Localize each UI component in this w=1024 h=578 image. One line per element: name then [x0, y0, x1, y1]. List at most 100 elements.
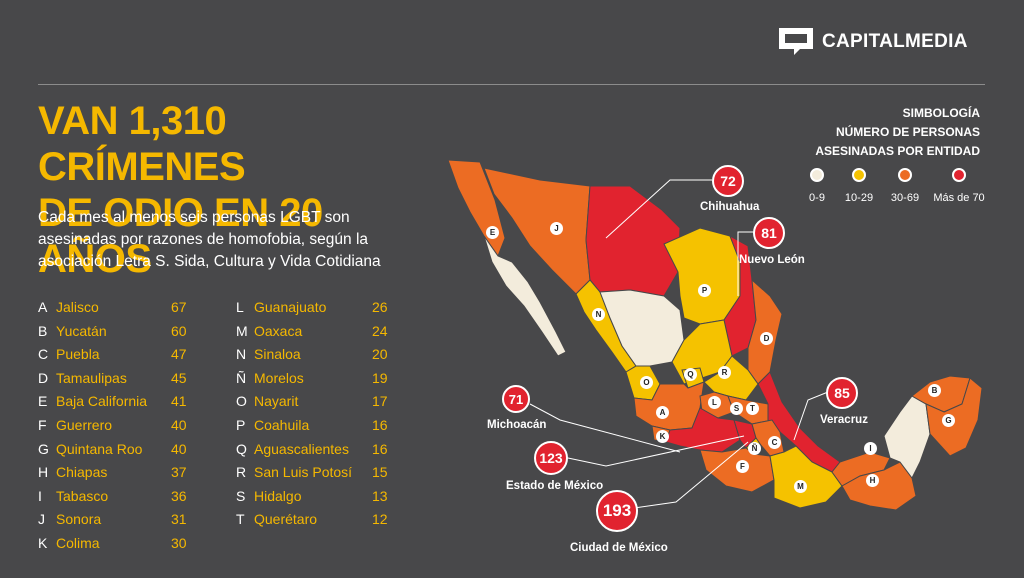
legend-title: SIMBOLOGÍA NÚMERO DE PERSONAS ASESINADAS… — [800, 104, 980, 161]
state-value: 40 — [171, 416, 187, 433]
state-letter: P — [236, 416, 246, 433]
state-chiapas — [841, 461, 917, 511]
legend-item: Más de 70 — [929, 168, 989, 204]
state-name: Guerrero — [56, 416, 113, 433]
state-letter: S — [236, 487, 246, 504]
state-value: 24 — [372, 322, 388, 339]
map-badge-h: H — [866, 474, 879, 487]
subtitle-line-2: asesinadas por razones de homofobia, seg… — [38, 231, 369, 248]
state-letter: B — [38, 322, 48, 339]
state-value: 26 — [372, 299, 388, 315]
state-nuevo-leon — [723, 234, 757, 357]
state-value: 37 — [171, 464, 187, 481]
callout-label: Veracruz — [820, 414, 868, 426]
state-name: Chiapas — [56, 464, 108, 481]
list-item: K Colima 30 — [38, 532, 188, 556]
callout-ciudad-de-mexico: 193 — [596, 490, 638, 532]
callout-label: Chihuahua — [700, 201, 760, 213]
title-line-1: VAN 1,310 CRÍMENES — [38, 99, 246, 189]
state-name: Baja California — [56, 393, 148, 410]
state-letter: R — [236, 464, 247, 481]
state-name: Sinaloa — [254, 346, 301, 363]
state-letter: G — [38, 440, 49, 457]
legend-dot — [852, 168, 866, 182]
legend-title-line-3: ASESINADAS POR ENTIDAD — [815, 144, 980, 158]
list-item: T Querétaro 12 — [236, 508, 396, 532]
map-badge-f: F — [736, 460, 749, 473]
state-value: 30 — [171, 534, 187, 551]
state-name: Oaxaca — [254, 322, 303, 339]
legend-dot — [952, 168, 966, 182]
legend: SIMBOLOGÍA NÚMERO DE PERSONAS ASESINADAS… — [800, 104, 980, 161]
list-item: B Yucatán 60 — [38, 320, 188, 344]
list-item: C Puebla 47 — [38, 343, 188, 367]
state-campeche — [883, 395, 931, 479]
callout-michoacan: 71 — [502, 385, 530, 413]
map-badge-j: J — [550, 222, 563, 235]
legend-item: 0-9 — [787, 168, 847, 204]
callout-value: 71 — [502, 385, 530, 413]
state-list-left: A Jalisco 67 B Yucatán 60 C Puebla 47 D Tamauli… — [38, 296, 188, 556]
list-item: N Sinaloa 20 — [236, 343, 396, 367]
state-name: Hidalgo — [254, 487, 302, 504]
state-name: San Luis Potosí — [254, 464, 353, 481]
state-name: Querétaro — [254, 511, 318, 528]
brand: CAPITALMEDIA — [778, 27, 968, 56]
callout-value: 81 — [753, 217, 785, 249]
list-item: O Nayarit 17 — [236, 390, 396, 414]
state-name: Morelos — [254, 369, 304, 386]
list-item: A Jalisco 67 — [38, 296, 188, 320]
map-badge-n: N — [592, 308, 605, 321]
state-letter: C — [38, 346, 49, 363]
state-value: 20 — [372, 346, 388, 363]
state-value: 15 — [372, 464, 388, 481]
state-letter: M — [236, 322, 248, 339]
mexico-map — [447, 159, 983, 511]
state-letter: D — [38, 369, 49, 386]
state-value: 31 — [171, 511, 187, 528]
state-name: Puebla — [56, 346, 100, 363]
callout-chihuahua: 72 — [712, 165, 744, 197]
callout-estado-de-mexico: 123 — [534, 441, 568, 475]
state-letter: H — [38, 464, 49, 481]
list-item: L Guanajuato 26 — [236, 296, 396, 320]
state-value: 40 — [171, 440, 187, 457]
list-item: R San Luis Potosí 15 — [236, 461, 396, 485]
list-item: S Hidalgo 13 — [236, 485, 396, 509]
legend-dot — [810, 168, 824, 182]
legend-items: 0-9 10-29 30-69 Más de 70 — [805, 168, 995, 218]
state-name: Coahuila — [254, 416, 310, 433]
legend-dot — [898, 168, 912, 182]
state-letter: F — [38, 416, 47, 433]
state-letter: A — [38, 299, 48, 315]
brand-name: CAPITALMEDIA — [822, 30, 968, 52]
state-name: Aguascalientes — [254, 440, 349, 457]
state-letter: O — [236, 393, 247, 410]
state-name: Nayarit — [254, 393, 299, 410]
map-badge-q: Q — [684, 368, 697, 381]
state-value: 16 — [372, 440, 388, 457]
map-badge-r: R — [718, 366, 731, 379]
list-item: F Guerrero 40 — [38, 414, 188, 438]
list-item: G Quintana Roo 40 — [38, 438, 188, 462]
legend-label: 0-9 — [809, 192, 825, 204]
state-value: 67 — [171, 299, 187, 315]
callout-value: 193 — [596, 490, 638, 532]
subtitle-line-1: Cada mes al menos seis personas LGBT son — [38, 209, 350, 226]
callout-value: 123 — [534, 441, 568, 475]
legend-title-line-1: SIMBOLOGÍA — [902, 106, 980, 120]
title-line-2: DE ODIO EN 20 AÑOS — [38, 191, 323, 281]
state-chihuahua — [585, 185, 681, 297]
legend-label: 30-69 — [890, 192, 920, 204]
state-letter: E — [38, 393, 48, 410]
map-badge-d: D — [760, 332, 773, 345]
state-name: Tabasco — [56, 487, 109, 504]
list-item: I Tabasco 36 — [38, 485, 188, 509]
map-badge-enye: Ñ — [748, 442, 761, 455]
map-badge-o: O — [640, 376, 653, 389]
map-badge-l: L — [708, 396, 721, 409]
state-list-right: L Guanajuato 26 M Oaxaca 24 N Sinaloa 20 Ñ More… — [236, 296, 396, 532]
map-badge-i: I — [864, 442, 877, 455]
state-name: Colima — [56, 534, 100, 551]
list-item: M Oaxaca 24 — [236, 320, 396, 344]
